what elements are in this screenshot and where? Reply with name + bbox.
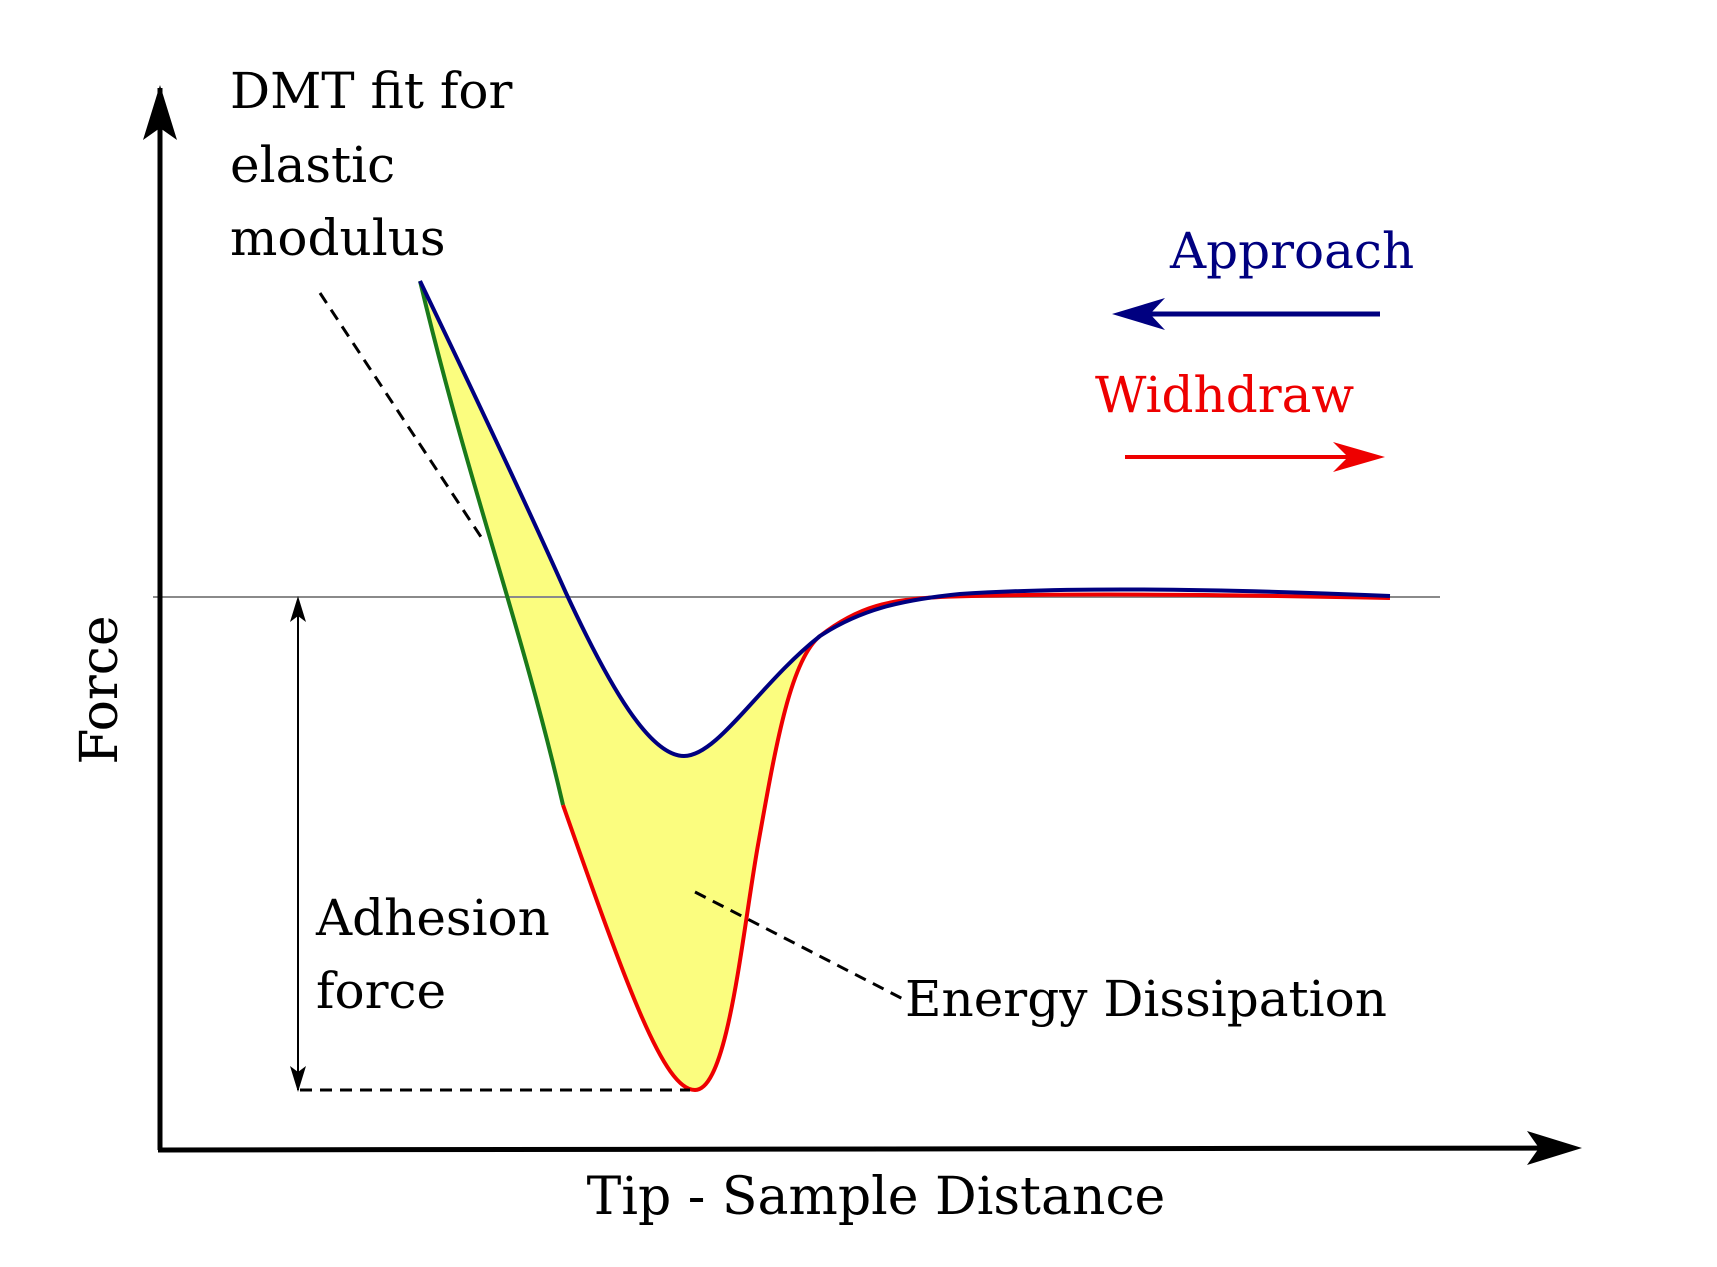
y-axis-label: Force [70,615,130,764]
x-axis-arrowhead [1527,1131,1582,1165]
dmt-label-line1: DMT fit for [230,62,512,120]
adhesion-label-line1: Adhesion [315,889,550,947]
dmt-label-line2: elastic [230,136,395,194]
withdraw-label: Widhdraw [1095,366,1354,424]
withdraw-curve [561,592,1391,1093]
adhesion-label-line2: force [316,962,446,1020]
x-axis [157,1145,1571,1153]
adhesion-arrowhead-bottom [290,1066,306,1092]
adhesion-arrowhead-top [290,596,306,622]
dmt-label-line3: modulus [230,209,446,267]
withdraw-curve-dmt-segment [418,280,565,806]
withdraw-arrowhead [1333,442,1385,472]
y-axis-arrowhead [143,85,177,140]
approach-arrowhead [1112,298,1165,330]
approach-curve [418,280,1391,759]
energy-dissipation-label: Energy Dissipation [905,970,1387,1028]
x-axis-label: Tip - Sample Distance [587,1167,1166,1227]
approach-label: Approach [1169,222,1414,280]
energy-dissipation-area [420,281,820,1090]
dmt-fit-dashed-line [318,292,485,541]
